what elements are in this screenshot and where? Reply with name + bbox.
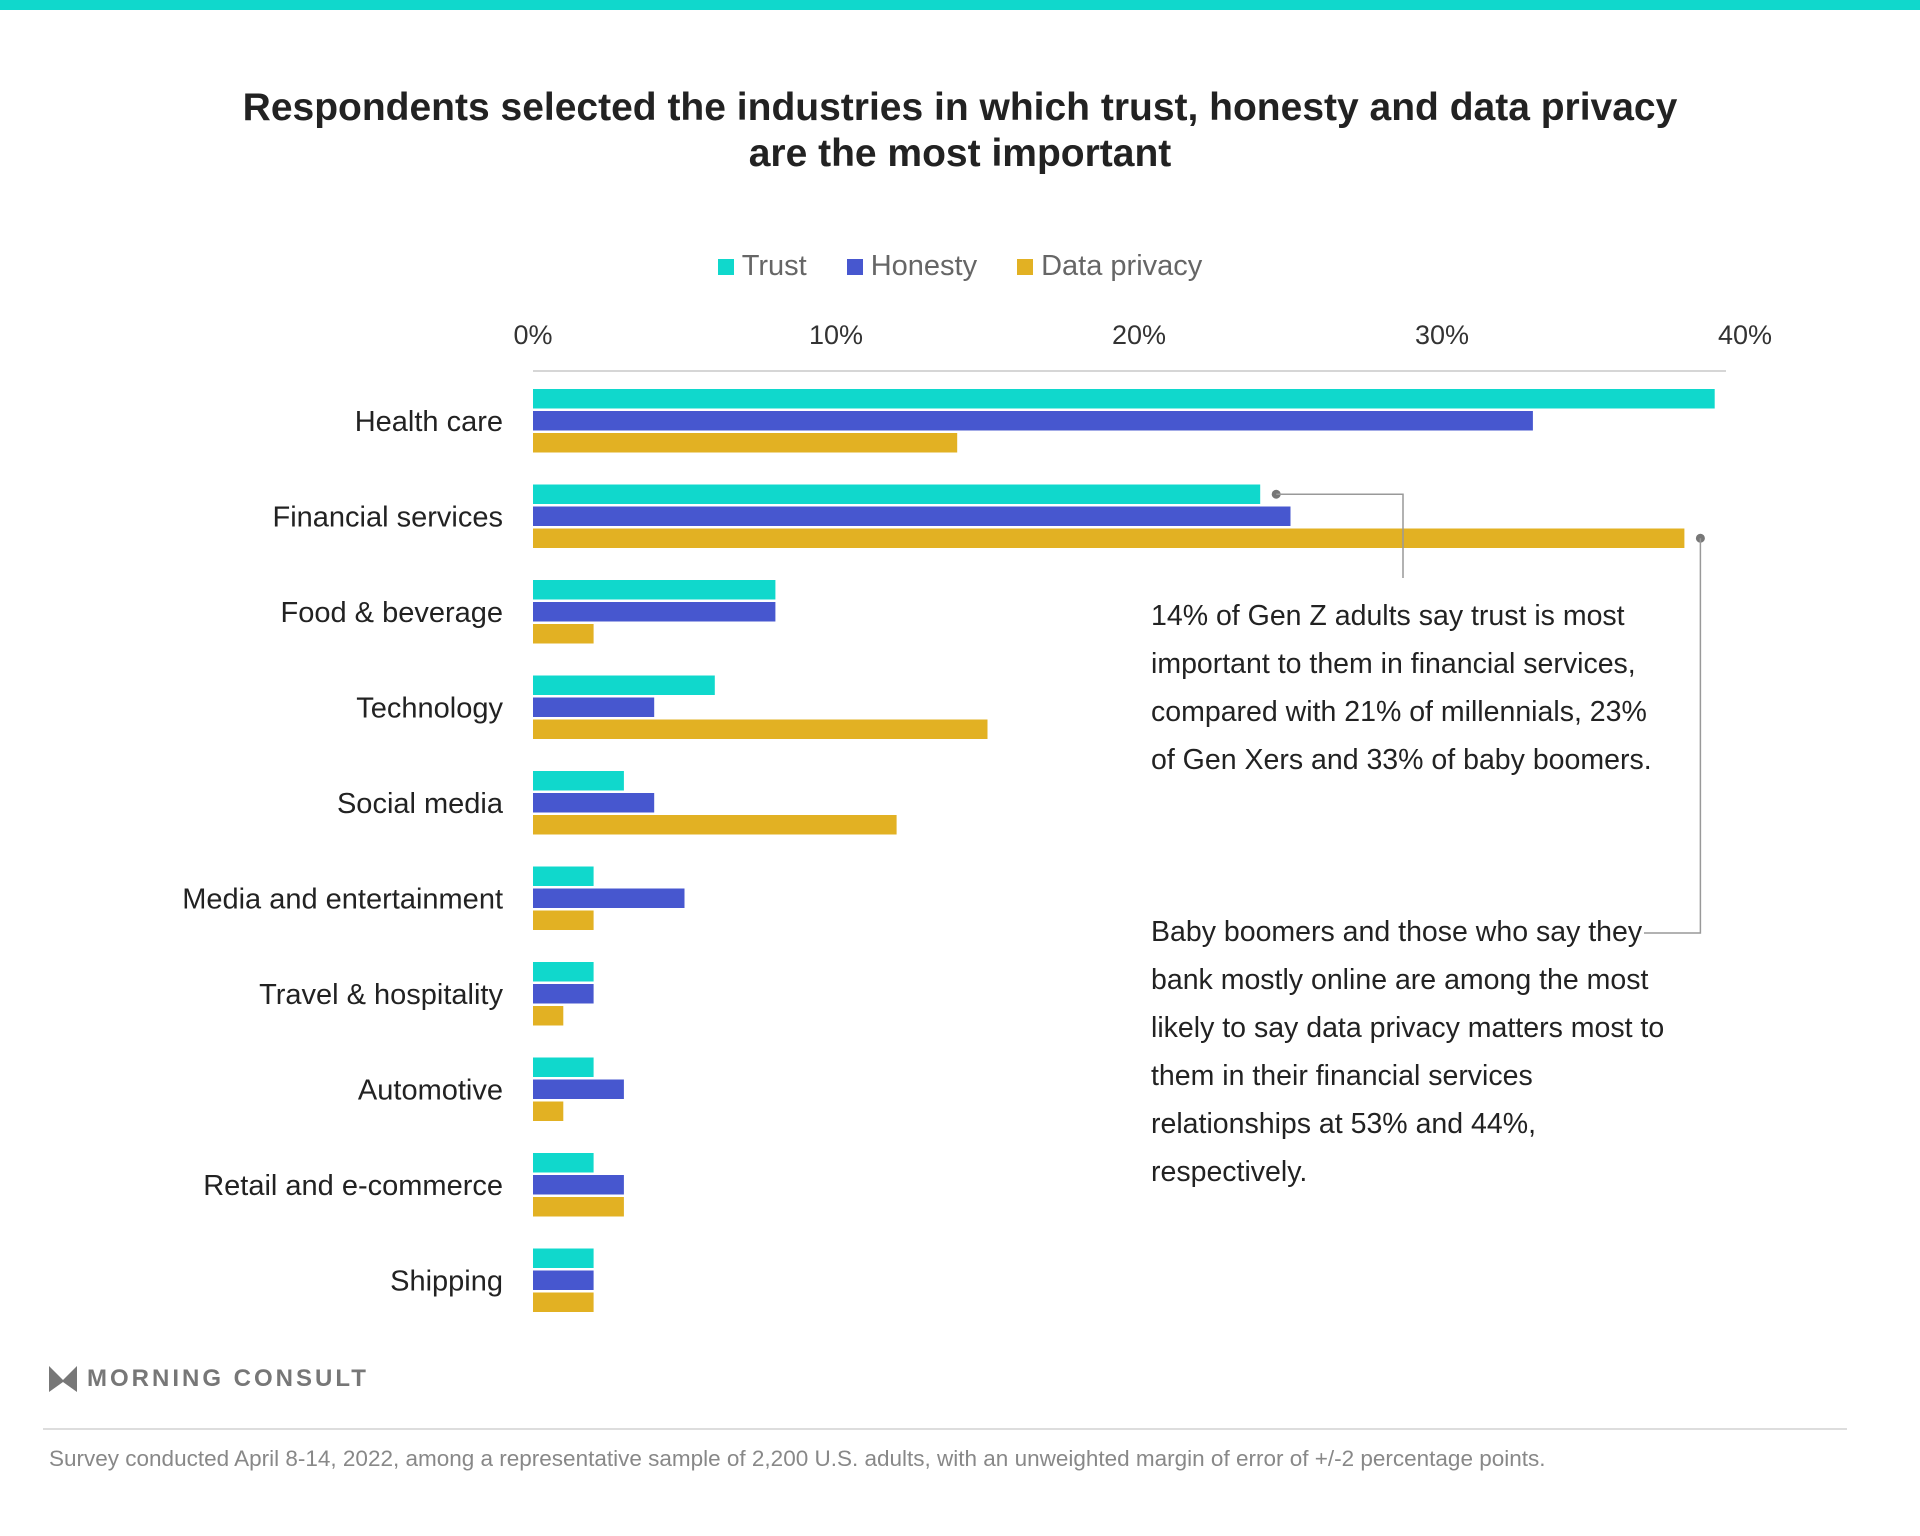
- bar-trust: [533, 580, 776, 600]
- bar-data-privacy: [533, 1101, 564, 1121]
- category-label: Health care: [355, 406, 503, 438]
- footer-note: Survey conducted April 8-14, 2022, among…: [49, 1446, 1546, 1471]
- category-label: Social media: [337, 788, 504, 820]
- category-label: Technology: [356, 692, 503, 724]
- bar-trust: [533, 1248, 594, 1268]
- legend-swatch-trust: [717, 258, 734, 275]
- x-tick-label: 0%: [513, 320, 552, 350]
- annotation-trust: 14% of Gen Z adults say trust is most im…: [1151, 600, 1652, 776]
- category-label: Travel & hospitality: [259, 979, 503, 1011]
- bar-honesty: [533, 697, 655, 717]
- connector-line-data-privacy: [1644, 538, 1702, 934]
- legend-label: Data privacy: [1041, 250, 1203, 282]
- bar-trust: [533, 962, 594, 982]
- category-label: Shipping: [390, 1265, 503, 1297]
- category-label: Media and entertainment: [182, 883, 503, 915]
- bar-trust: [533, 1057, 594, 1077]
- bar-honesty: [533, 793, 655, 813]
- bar-trust: [533, 1153, 594, 1173]
- connector-line-trust: [1276, 493, 1404, 578]
- bar-trust: [533, 389, 1715, 409]
- bar-data-privacy: [533, 815, 897, 835]
- bar-trust: [533, 866, 594, 886]
- legend-swatch-data-privacy: [1017, 258, 1034, 275]
- legend-item-trust: Trust: [717, 250, 807, 283]
- annotation-data-privacy: Baby boomers and those who say they bank…: [1151, 916, 1665, 1188]
- legend-label: Honesty: [870, 250, 978, 282]
- bar-honesty: [533, 1175, 624, 1195]
- bar-trust: [533, 484, 1261, 504]
- category-label: Financial services: [273, 501, 503, 533]
- bar-data-privacy: [533, 1292, 594, 1312]
- bar-honesty: [533, 411, 1533, 431]
- x-tick-label: 20%: [1112, 320, 1166, 350]
- category-label: Retail and e-commerce: [203, 1170, 503, 1202]
- bar-data-privacy: [533, 433, 958, 453]
- bar-data-privacy: [533, 528, 1685, 548]
- x-tick-label: 40%: [1718, 320, 1772, 350]
- legend: Trust Honesty Data privacy: [0, 250, 1920, 283]
- bar-data-privacy: [533, 910, 594, 930]
- legend-item-honesty: Honesty: [846, 250, 978, 283]
- x-tick-label: 30%: [1415, 320, 1469, 350]
- chart-title-line-1: Respondents selected the industries in w…: [242, 86, 1678, 129]
- bar-honesty: [533, 506, 1291, 526]
- bar-honesty: [533, 1079, 624, 1099]
- category-label: Food & beverage: [281, 597, 503, 629]
- bar-trust: [533, 675, 715, 695]
- logo-m-icon: [49, 1366, 77, 1392]
- bar-data-privacy: [533, 1197, 624, 1217]
- category-label: Automotive: [358, 1074, 503, 1106]
- logo-text: MORNING CONSULT: [87, 1365, 369, 1392]
- morning-consult-logo: MORNING CONSULT: [49, 1365, 369, 1393]
- legend-item-data-privacy: Data privacy: [1017, 250, 1202, 283]
- bar-trust: [533, 771, 624, 791]
- bar-data-privacy: [533, 624, 594, 644]
- bar-honesty: [533, 602, 776, 622]
- bar-honesty: [533, 984, 594, 1004]
- top-accent-bar: [0, 0, 1920, 10]
- bar-honesty: [533, 1270, 594, 1290]
- chart-title-line-2: are the most important: [748, 132, 1172, 175]
- legend-label: Trust: [741, 250, 807, 282]
- legend-swatch-honesty: [846, 258, 863, 275]
- bar-data-privacy: [533, 1006, 564, 1026]
- bar-honesty: [533, 888, 685, 908]
- bar-data-privacy: [533, 719, 988, 739]
- x-tick-label: 10%: [809, 320, 863, 350]
- footer-divider: [43, 1428, 1847, 1430]
